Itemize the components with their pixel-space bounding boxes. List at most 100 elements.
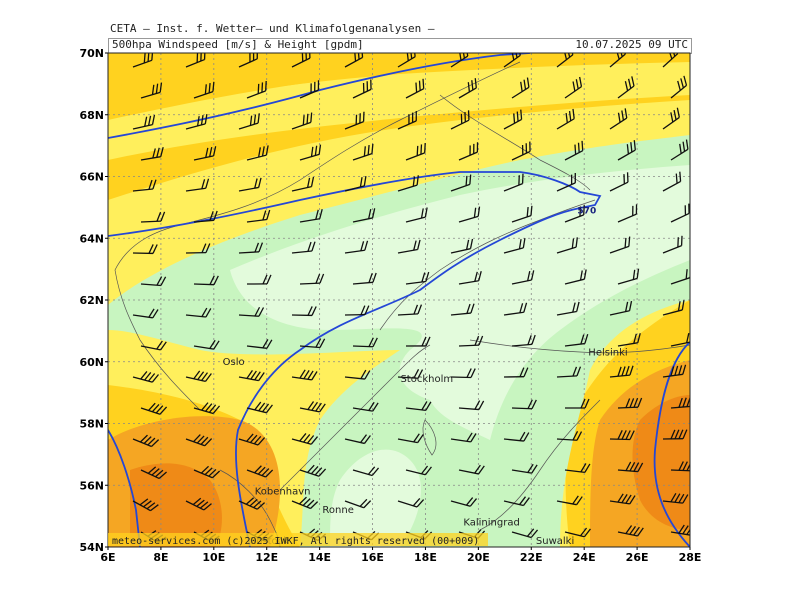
- wind-barb: [556, 108, 575, 130]
- sweden-south-coast: [279, 344, 431, 491]
- wind-barb: [564, 333, 589, 347]
- lon-tick-label: 18E: [414, 551, 437, 564]
- wind-barb: [352, 208, 376, 223]
- wind-barb: [670, 267, 690, 285]
- wind-barb: [397, 239, 421, 254]
- wind-barb: [609, 53, 626, 68]
- windspeed-band-palegreen-south: [330, 449, 421, 547]
- finland-south-coast: [469, 339, 690, 354]
- wind-barb: [450, 432, 477, 443]
- wind-barb: [503, 238, 526, 254]
- contour-labels: 570: [577, 207, 596, 217]
- wind-barb: [450, 303, 475, 316]
- wind-barb: [662, 364, 687, 378]
- wind-barb: [617, 525, 644, 537]
- wind-barb: [503, 109, 523, 130]
- wind-barb: [662, 171, 682, 192]
- wind-barb: [299, 338, 326, 349]
- windspeed-band-palegreen: [230, 165, 690, 440]
- map-title: CETA – Inst. f. Wetter– und Klimafolgena…: [110, 22, 435, 35]
- wind-barb: [238, 369, 265, 382]
- wind-barb: [556, 366, 582, 378]
- wind-barb: [609, 300, 633, 316]
- wind-barb: [291, 112, 313, 130]
- wind-barb: [556, 495, 583, 506]
- wind-barb: [291, 369, 318, 381]
- wind-barb: [503, 431, 530, 442]
- wind-barb: [564, 140, 584, 161]
- lon-tick-label: 20E: [467, 551, 490, 564]
- wind-barb: [352, 401, 379, 412]
- wind-barb: [193, 465, 221, 479]
- valid-time: 10.07.2025 09 UTC: [575, 38, 688, 51]
- lat-tick-label: 66N: [79, 171, 104, 184]
- wind-barb: [397, 497, 425, 508]
- wind-barb: [670, 75, 688, 99]
- wind-barb: [556, 173, 576, 192]
- windspeed-band-gold-top: [108, 53, 690, 115]
- wind-barb: [617, 333, 641, 347]
- lon-tick-label: 14E: [308, 551, 331, 564]
- wind-barb: [193, 210, 218, 223]
- lat-tick-label: 58N: [79, 418, 104, 431]
- copyright-credit: meteo-services.com (c)2025 IWKF, All rig…: [112, 536, 479, 547]
- wind-barb: [450, 497, 478, 507]
- wind-barb: [564, 463, 591, 474]
- wind-barb: [511, 463, 538, 474]
- wind-barb: [397, 433, 424, 444]
- wind-barbs: [132, 53, 690, 544]
- wind-barb: [193, 275, 219, 286]
- wind-barb: [405, 207, 428, 223]
- wind-barb: [662, 235, 683, 254]
- lat-tick-label: 64N: [79, 232, 104, 245]
- wind-barb: [662, 492, 689, 504]
- wind-barb: [140, 340, 167, 351]
- wind-barb: [140, 211, 166, 223]
- wind-barb: [511, 399, 537, 410]
- wind-barb: [238, 242, 264, 254]
- wind-barb: [246, 465, 274, 478]
- height-contour-570: [108, 171, 602, 547]
- gotland: [422, 419, 437, 456]
- wind-barb: [140, 466, 167, 480]
- wind-barb: [511, 528, 539, 539]
- wind-barb: [511, 77, 530, 99]
- lon-tick-label: 8E: [153, 551, 168, 564]
- wind-barb: [556, 237, 578, 254]
- wind-barb: [132, 114, 156, 130]
- wind-barb: [511, 141, 531, 161]
- wind-barb: [140, 402, 168, 415]
- city-label: Suwalki: [536, 536, 574, 547]
- wind-barb: [246, 209, 271, 223]
- lon-tick-label: 10E: [202, 551, 225, 564]
- wind-barb: [670, 203, 690, 223]
- wind-barb: [397, 368, 424, 379]
- wind-barb: [609, 493, 636, 505]
- wind-barb: [503, 173, 524, 192]
- wind-barb: [405, 271, 430, 285]
- wind-barb: [291, 306, 317, 317]
- lat-tick-label: 68N: [79, 109, 104, 122]
- wind-barb: [511, 334, 536, 347]
- wind-barb: [670, 139, 689, 161]
- wind-barb: [503, 496, 530, 507]
- wind-barb: [140, 276, 167, 287]
- wind-barb: [352, 79, 372, 99]
- contour-label: 570: [577, 207, 596, 217]
- wind-barb: [238, 113, 260, 130]
- wind-barb: [193, 339, 220, 350]
- wind-barb: [458, 271, 482, 285]
- city-label: Ronne: [322, 505, 353, 516]
- wind-barb: [405, 401, 432, 411]
- lon-tick-label: 22E: [520, 551, 543, 564]
- wind-barb: [246, 145, 269, 161]
- wind-barb: [132, 179, 157, 192]
- wind-barb: [344, 305, 370, 316]
- wind-barb: [238, 53, 258, 68]
- wind-barb: [299, 464, 327, 477]
- wind-barb: [246, 401, 273, 414]
- wind-barb: [564, 527, 591, 538]
- wind-barb: [405, 465, 432, 476]
- wind-barb: [352, 272, 377, 285]
